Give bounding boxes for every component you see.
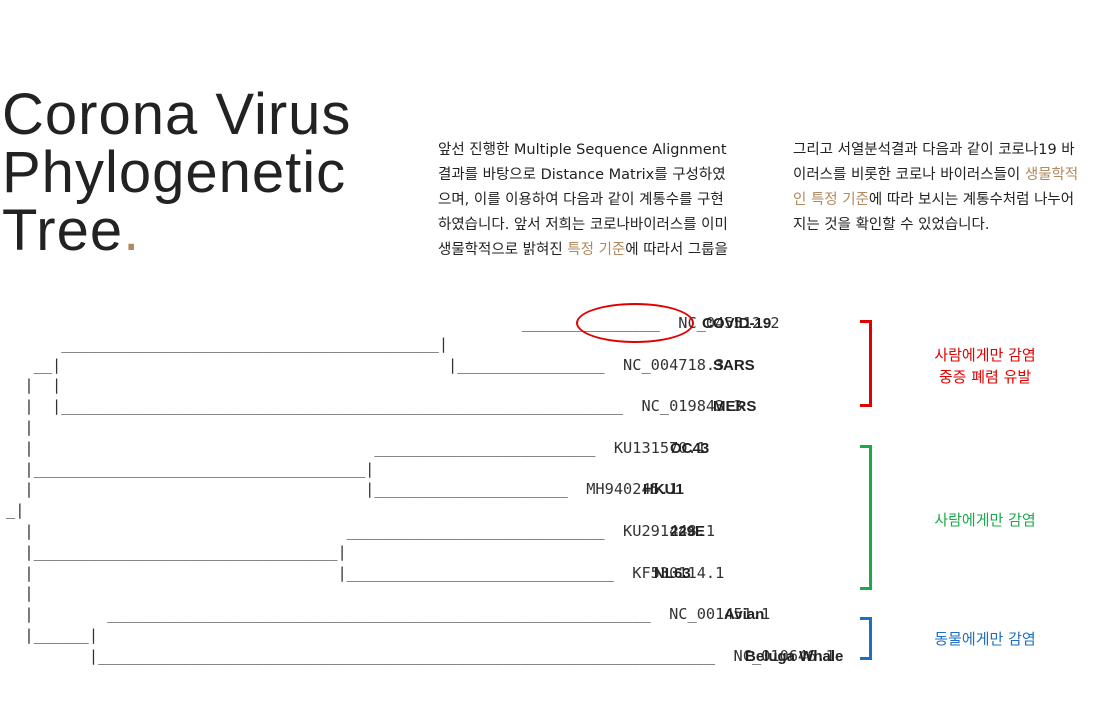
group-bracket-red [860, 320, 872, 407]
description-paragraph-2: 그리고 서열분석결과 다음과 같이 코로나19 바 이러스를 비롯한 코로나 바… [793, 138, 1107, 238]
description-paragraph-1: 앞선 진행한 Multiple Sequence Alignment 결과를 바… [438, 138, 768, 263]
covid19-highlight-circle [576, 303, 694, 343]
leaf-name-sars: SARS [713, 356, 755, 374]
para1-line: 생물학적으로 밝혀진 특정 기준에 따라서 그룹을 [438, 238, 768, 263]
group-label-line: 사람에게만 감염 [934, 346, 1036, 364]
page-title: Corona Virus Phylogenetic Tree. [2, 86, 351, 260]
group-bracket-green [860, 445, 872, 590]
para2-line-2a: 이러스를 비롯한 코로나 바이러스들이 [793, 167, 1025, 183]
para1-line-4: 하였습니다. 앞서 저희는 코로나바이러스를 이미 [438, 217, 728, 233]
group-label-human: 사람에게만 감염 [920, 509, 1050, 531]
para1-highlight: 특정 기준 [567, 242, 626, 258]
leaf-name-mers: MERS [713, 398, 757, 416]
para2-highlight-1: 생물학적 [1024, 167, 1079, 183]
para1-line: 으며, 이를 이용하여 다음과 같이 계통수를 구현 [438, 188, 768, 213]
para1-line: 하였습니다. 앞서 저희는 코로나바이러스를 이미 [438, 213, 768, 238]
leaf-name-nl63: NL63 [654, 564, 691, 582]
title-dot: . [123, 198, 141, 263]
group-label-line: 중증 폐렴 유발 [938, 368, 1032, 386]
leaf-name-covid-19: COVID-19 [702, 315, 772, 332]
group-label-line: 동물에게만 감염 [934, 630, 1036, 648]
leaf-name-229e: 229E [670, 523, 706, 540]
para2-line-4: 지는 것을 확인할 수 있었습니다. [793, 217, 990, 233]
title-line-3-text: Tree [2, 198, 124, 263]
para2-line: 인 특정 기준에 따라 보시는 계통수처럼 나누어 [793, 188, 1107, 213]
para2-highlight-2: 인 특정 기준 [793, 192, 869, 208]
para1-line-2: 결과를 바탕으로 Distance Matrix를 구성하였 [438, 167, 726, 183]
para1-line: 결과를 바탕으로 Distance Matrix를 구성하였 [438, 163, 768, 188]
para1-line-3: 으며, 이를 이용하여 다음과 같이 계통수를 구현 [438, 192, 724, 208]
leaf-name-oc43: OC43 [670, 439, 710, 457]
para1-line-5b: 에 따라서 그룹을 [625, 242, 728, 258]
title-line-1: Corona Virus [2, 82, 352, 147]
para2-line: 이러스를 비롯한 코로나 바이러스들이 생물학적 [793, 163, 1107, 188]
para1-line: 앞선 진행한 Multiple Sequence Alignment [438, 138, 768, 163]
group-bracket-blue [860, 617, 872, 660]
leaf-name-beluga-whale: Beluga Whale [745, 647, 844, 665]
leaf-name-avian: Avian [724, 606, 765, 624]
group-label-human-severe: 사람에게만 감염 중증 폐렴 유발 [920, 344, 1050, 388]
title-line-3: Tree. [2, 202, 351, 260]
para2-line-3b: 에 따라 보시는 계통수처럼 나누어 [868, 192, 1075, 208]
group-label-animal: 동물에게만 감염 [920, 628, 1050, 650]
para2-line: 지는 것을 확인할 수 있었습니다. [793, 213, 1107, 238]
phylogenetic-tree-ascii: _______________ NC_045512.2 ____________… [6, 314, 835, 665]
leaf-name-hku1: HKU1 [643, 481, 684, 499]
para1-line-5a: 생물학적으로 밝혀진 [438, 242, 568, 258]
para2-line: 그리고 서열분석결과 다음과 같이 코로나19 바 [793, 138, 1107, 163]
para1-line-1: 앞선 진행한 Multiple Sequence Alignment [438, 142, 727, 158]
title-line-2: Phylogenetic [2, 140, 347, 205]
para2-line-1: 그리고 서열분석결과 다음과 같이 코로나19 바 [793, 142, 1075, 158]
group-label-line: 사람에게만 감염 [934, 511, 1036, 529]
